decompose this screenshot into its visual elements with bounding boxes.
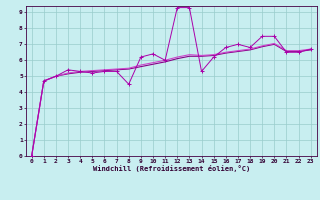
X-axis label: Windchill (Refroidissement éolien,°C): Windchill (Refroidissement éolien,°C) [92,165,250,172]
